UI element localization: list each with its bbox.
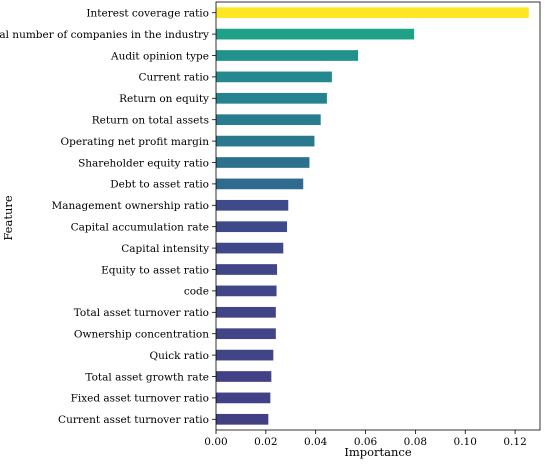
bars-layer [216, 7, 529, 425]
y-tick-label: Quick ratio [150, 350, 210, 362]
y-tick-label: Total asset turnover ratio [74, 307, 209, 319]
bar [216, 114, 321, 126]
bar [216, 306, 276, 318]
bar [216, 28, 415, 40]
y-tick-label: Return on equity [119, 93, 209, 105]
x-tick-label: 0.00 [204, 436, 227, 448]
x-tick-label: 0.06 [354, 436, 378, 448]
y-tick-labels: Interest coverage ratio Total number of c… [0, 8, 209, 427]
y-tick-label: Fixed asset turnover ratio [71, 393, 209, 405]
x-tick-label: 0.12 [503, 436, 526, 448]
bar [216, 92, 327, 104]
y-tick-label: Current ratio [138, 72, 209, 84]
bar [216, 264, 278, 275]
y-tick-label: Management ownership ratio [51, 200, 209, 212]
bar [216, 349, 274, 361]
bar [216, 328, 276, 340]
bar [216, 157, 310, 168]
y-tick-label: Operating net profit margin [61, 136, 210, 148]
bar [216, 7, 529, 19]
y-tick-label: Total number of companies in the industr… [0, 29, 209, 41]
y-tick-label: Equity to asset ratio [101, 264, 209, 276]
y-tick-label: Current asset turnover ratio [58, 414, 209, 426]
bar [216, 242, 284, 254]
bar [216, 199, 289, 211]
plot-frame [215, 1, 541, 431]
bar [216, 178, 304, 190]
y-tick-label: Return on total assets [92, 115, 209, 127]
x-axis-label: Importance [344, 445, 412, 459]
bar [216, 413, 269, 425]
y-tick-label: Total asset growth rate [85, 371, 209, 383]
bar [216, 50, 359, 61]
bar [216, 71, 332, 83]
x-tick-label: 0.08 [404, 436, 427, 448]
bar [216, 371, 272, 382]
x-tick-label: 0.04 [304, 436, 328, 448]
y-tick-label: Shareholder equity ratio [78, 157, 209, 169]
x-tick-label: 0.10 [454, 436, 477, 448]
bar [216, 135, 315, 147]
y-tick-label: Interest coverage ratio [86, 8, 209, 20]
y-tick-label: Capital intensity [121, 243, 209, 255]
bar [216, 285, 277, 297]
y-tick-label: Capital accumulation rate [71, 222, 209, 234]
y-axis-label: Feature [1, 195, 15, 241]
bar [216, 392, 271, 404]
bar [216, 221, 288, 233]
y-tick-label: code [184, 286, 209, 298]
y-tick-label: Ownership concentration [74, 329, 209, 341]
axes-frame [212, 1, 541, 434]
x-tick-labels: 0.00 0.02 0.04 0.06 0.08 0.10 0.12 [204, 436, 526, 448]
y-tick-label: Audit opinion type [110, 50, 209, 62]
y-tick-label: Debt to asset ratio [110, 179, 209, 191]
x-tick-label: 0.02 [254, 436, 277, 448]
